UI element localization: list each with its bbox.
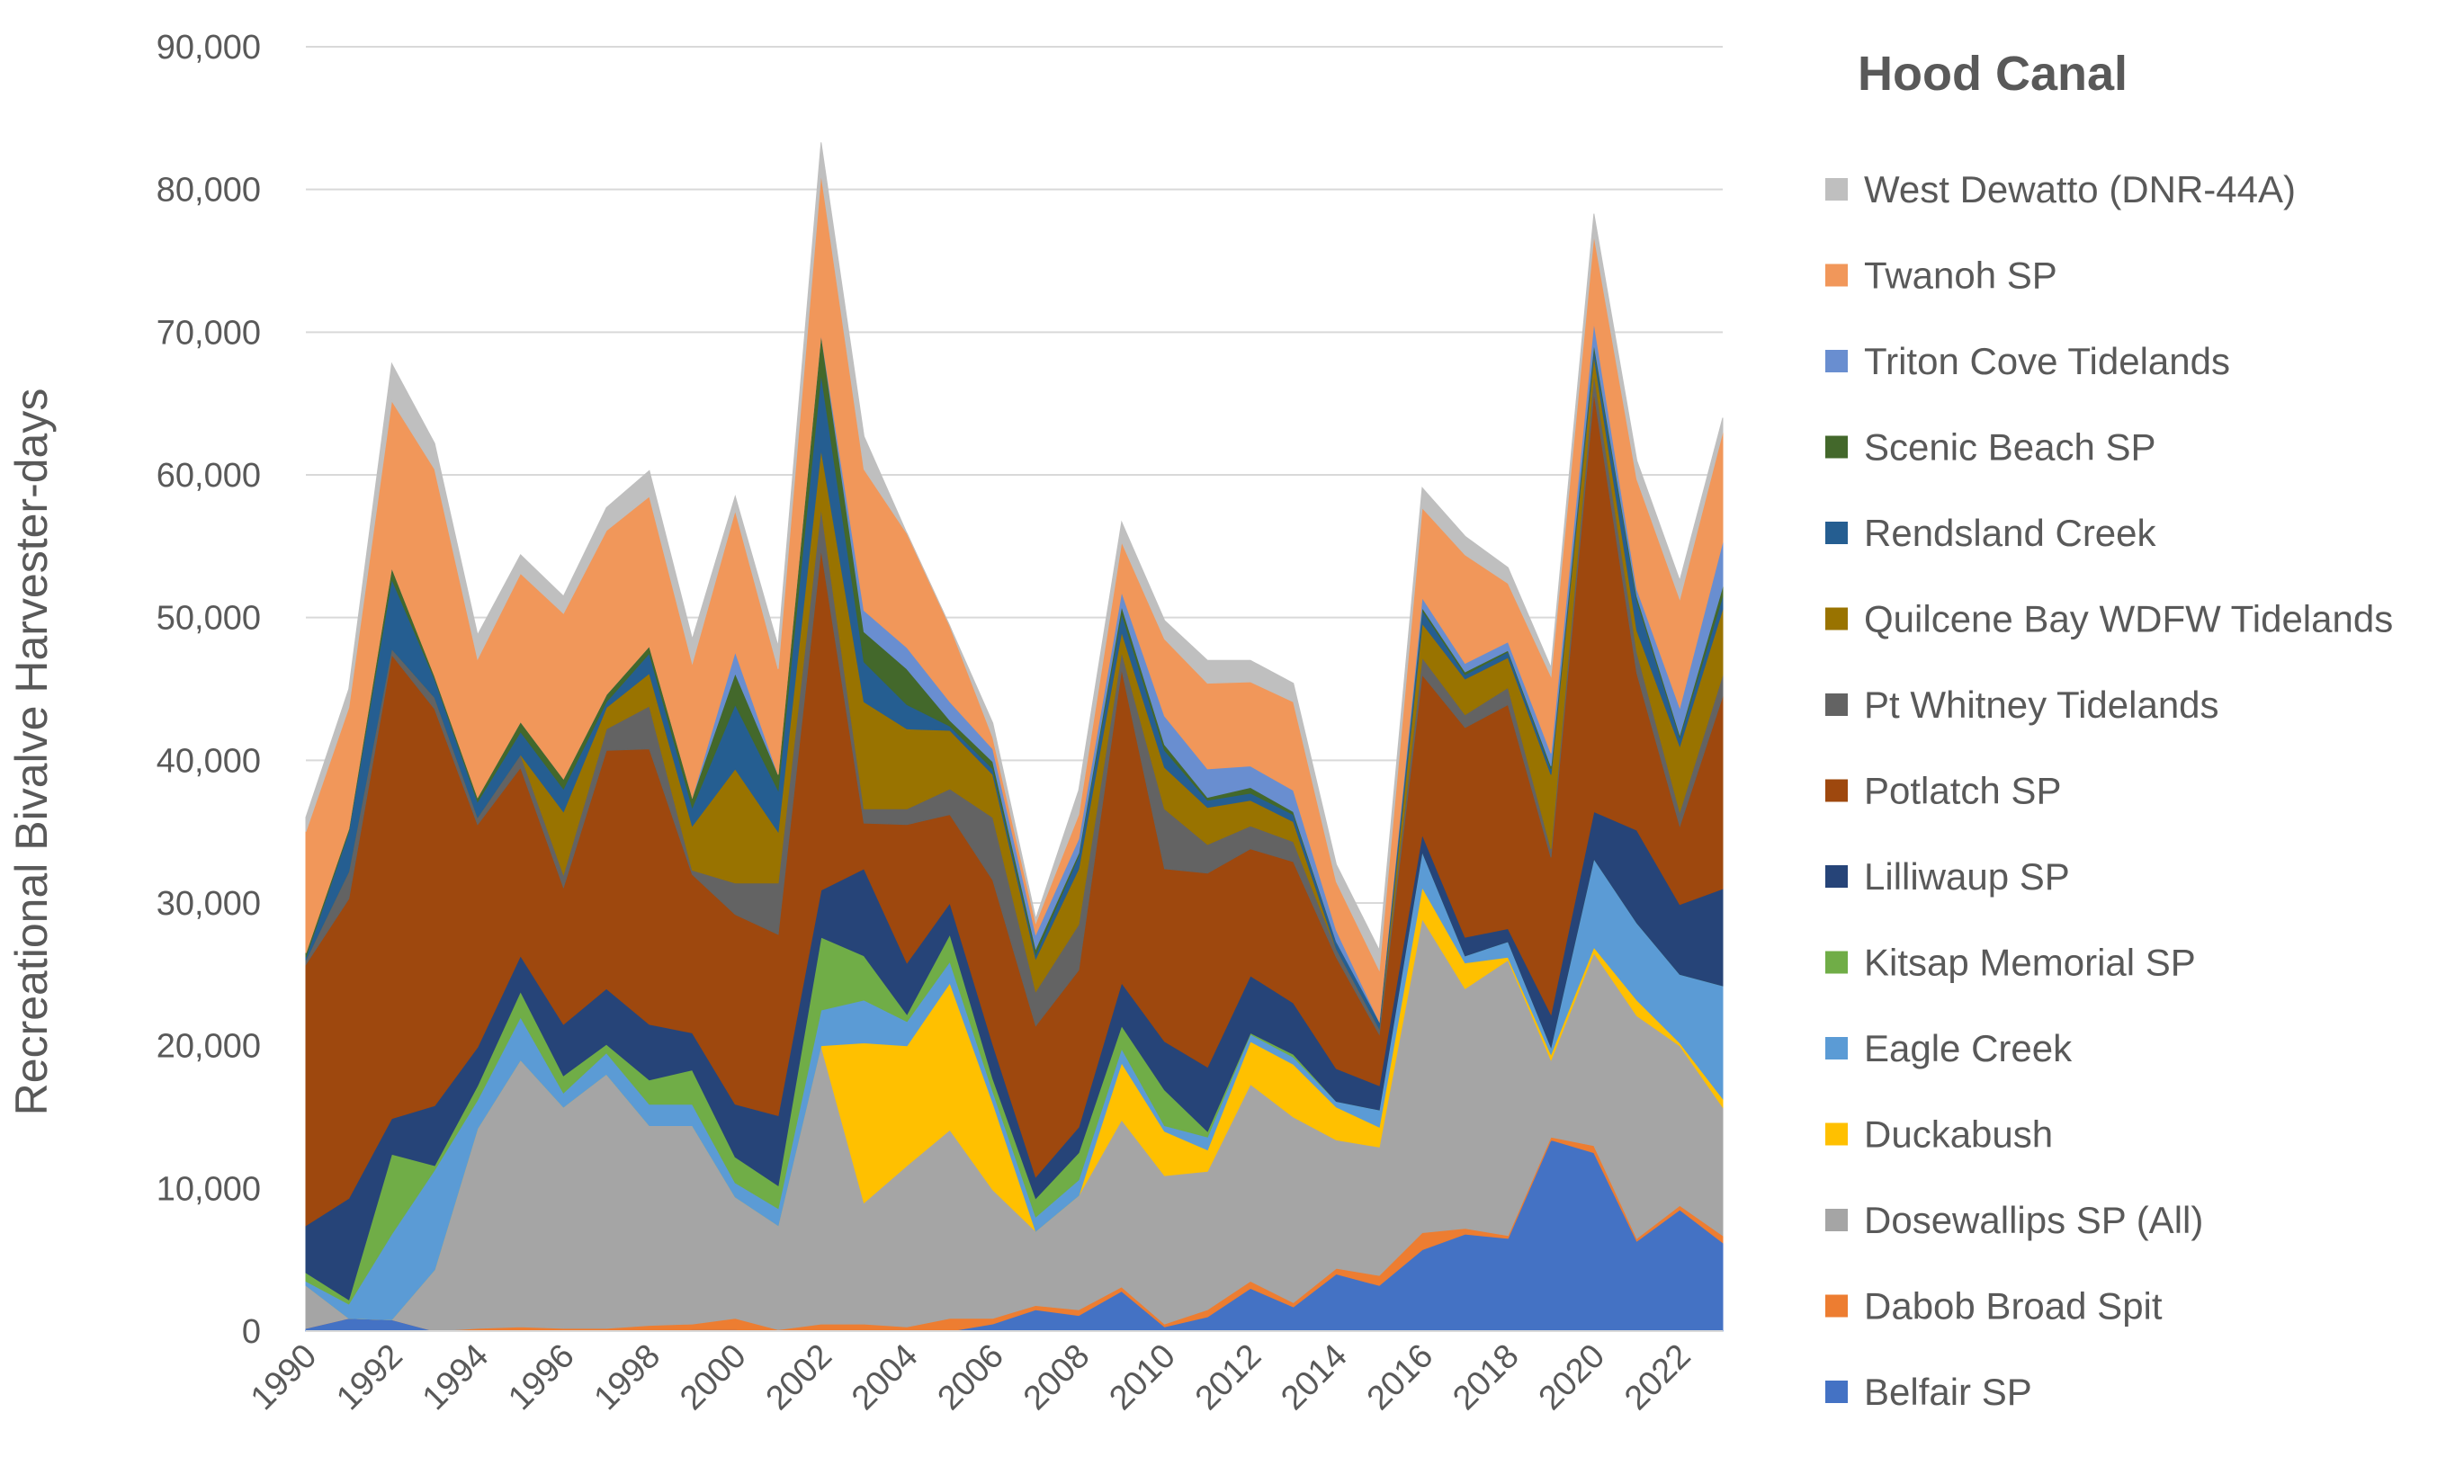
y-tick-label: 60,000 [157, 457, 261, 495]
x-tick-label: 2018 [1446, 1337, 1526, 1417]
x-tick-label: 2014 [1274, 1337, 1354, 1417]
legend-label: Dabob Broad Spit [1864, 1285, 2163, 1328]
legend-label: Quilcene Bay WDFW Tidelands [1864, 598, 2393, 640]
legend-swatch [1825, 607, 1848, 630]
y-tick-label: 50,000 [157, 600, 261, 638]
legend-label: Twanoh SP [1864, 255, 2057, 297]
x-tick-label: 2006 [931, 1337, 1011, 1417]
y-tick-label: 0 [242, 1313, 261, 1351]
legend-label: Triton Cove Tidelands [1864, 340, 2230, 382]
legend-label: Eagle Creek [1864, 1027, 2073, 1069]
legend-swatch [1825, 1037, 1848, 1059]
legend-label: Belfair SP [1864, 1371, 2032, 1413]
legend-label: Lilliwaup SP [1864, 855, 2070, 898]
legend-swatch [1825, 1209, 1848, 1231]
y-tick-label: 20,000 [157, 1028, 261, 1066]
legend-label: Pt Whitney Tidelands [1864, 684, 2219, 726]
legend: West Dewatto (DNR-44A) Twanoh SP Triton Co… [1825, 168, 2393, 1413]
area-west-dewatto-dnr-44a [305, 142, 1724, 972]
legend-swatch [1825, 1294, 1848, 1318]
legend-label: Potlatch SP [1864, 770, 2061, 812]
legend-swatch [1825, 435, 1848, 459]
legend-swatch [1825, 1381, 1848, 1403]
legend-title: Hood Canal [1858, 47, 2128, 101]
legend-label: Scenic Beach SP [1864, 426, 2156, 469]
legend-swatch [1825, 693, 1848, 716]
y-tick-label: 40,000 [157, 742, 261, 780]
legend-swatch [1825, 264, 1848, 287]
x-tick-label: 2020 [1532, 1337, 1612, 1417]
legend-label: Duckabush [1864, 1113, 2053, 1156]
x-tick-label: 1994 [416, 1337, 496, 1417]
y-axis-tick-labels: 0 10,000 20,000 30,000 40,000 50,000 60,000 70,… [157, 29, 261, 1351]
y-tick-label: 90,000 [157, 29, 261, 67]
x-axis-tick-labels: 1990 1992 1994 1996 1998 2000 2002 2004 2006 2008… [244, 1337, 1698, 1417]
x-tick-label: 1992 [329, 1337, 409, 1417]
x-tick-label: 1996 [501, 1337, 581, 1417]
x-tick-label: 2022 [1617, 1337, 1698, 1417]
legend-swatch [1825, 779, 1848, 802]
legend-swatch [1825, 522, 1848, 544]
legend-swatch [1825, 178, 1848, 201]
legend-swatch [1825, 951, 1848, 974]
legend-label: Dosewallips SP (All) [1864, 1199, 2203, 1241]
x-tick-label: 2012 [1188, 1337, 1268, 1417]
legend-swatch [1825, 1122, 1848, 1146]
x-tick-label: 2016 [1360, 1337, 1440, 1417]
y-axis-title: Recreational Bivalve Harvester-days [6, 389, 57, 1116]
x-tick-label: 2008 [1017, 1337, 1097, 1417]
x-tick-label: 2002 [759, 1337, 839, 1417]
y-tick-label: 80,000 [157, 172, 261, 210]
y-tick-label: 70,000 [157, 314, 261, 352]
legend-swatch [1825, 865, 1848, 888]
x-tick-label: 1998 [587, 1337, 668, 1417]
legend-label: Rendsland Creek [1864, 512, 2157, 554]
y-tick-label: 10,000 [157, 1170, 261, 1208]
x-tick-label: 2004 [845, 1337, 925, 1417]
y-tick-label: 30,000 [157, 885, 261, 923]
legend-label: Kitsap Memorial SP [1864, 942, 2196, 984]
x-tick-label: 2010 [1102, 1337, 1182, 1417]
area-series-group [305, 142, 1724, 1332]
x-tick-label: 2000 [673, 1337, 753, 1417]
legend-swatch [1825, 350, 1848, 372]
legend-label: West Dewatto (DNR-44A) [1864, 168, 2296, 210]
